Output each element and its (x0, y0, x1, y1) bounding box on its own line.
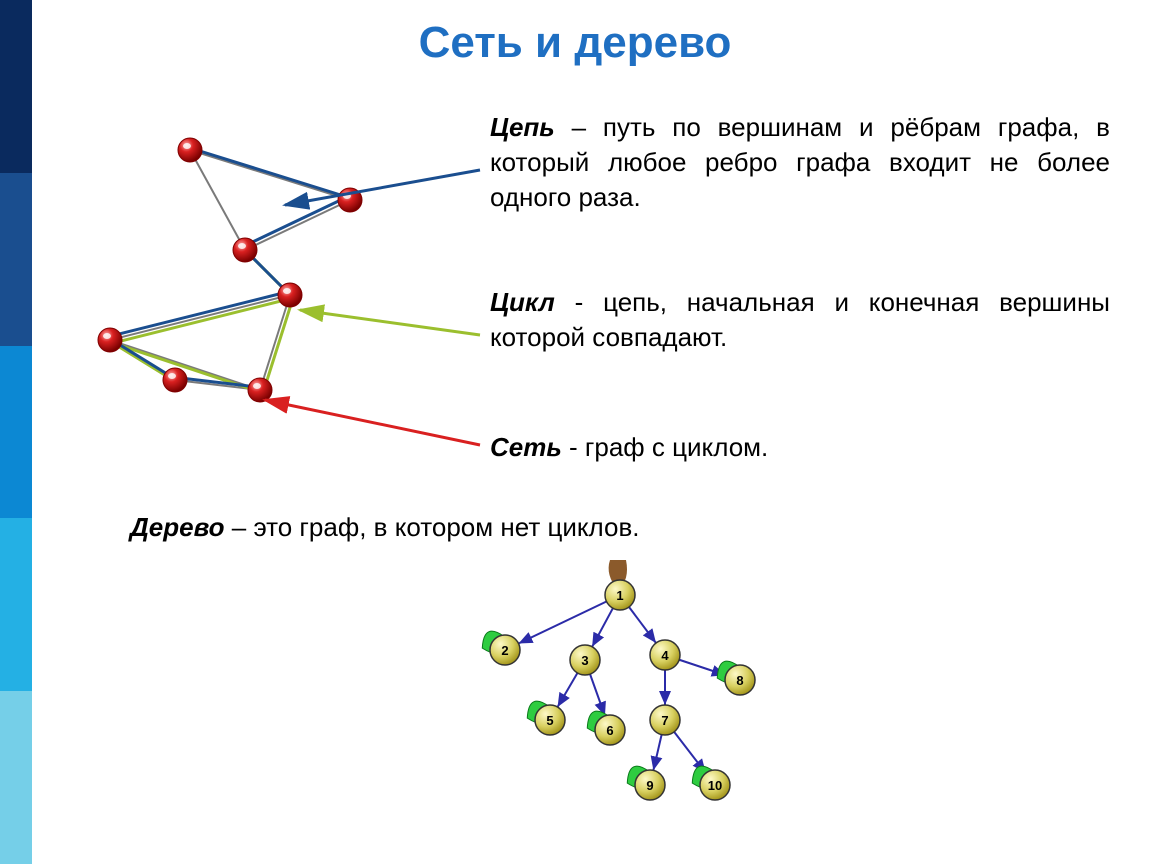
pointer-arrows (90, 110, 520, 470)
svg-text:8: 8 (736, 673, 743, 688)
term-tree: Дерево (130, 512, 225, 542)
text-cycle: - цепь, начальная и конечная вершины кот… (490, 287, 1110, 352)
text-net: - граф с циклом. (562, 432, 768, 462)
term-net: Сеть (490, 432, 562, 462)
svg-text:1: 1 (616, 588, 623, 603)
sidebar-accent (0, 0, 32, 864)
svg-text:2: 2 (501, 643, 508, 658)
term-cycle: Цикл (490, 287, 555, 317)
sidebar-seg-2 (0, 173, 32, 346)
def-cycle: Цикл - цепь, начальная и конечная вершин… (490, 285, 1110, 355)
sidebar-seg-3 (0, 346, 32, 519)
sidebar-seg-5 (0, 691, 32, 864)
tree-diagram: 1 2 3 4 5 6 7 8 9 10 (450, 560, 790, 820)
def-chain: Цепь – путь по вершинам и рёбрам графа, … (490, 110, 1110, 215)
svg-text:10: 10 (708, 778, 722, 793)
def-net: Сеть - граф с циклом. (490, 430, 1110, 465)
svg-text:4: 4 (661, 648, 669, 663)
sidebar-seg-1 (0, 0, 32, 173)
page-title: Сеть и дерево (0, 0, 1150, 78)
text-chain: – путь по вершинам и рёбрам графа, в кот… (490, 112, 1110, 212)
def-tree: Дерево – это граф, в котором нет циклов. (130, 510, 1110, 545)
text-tree: – это граф, в котором нет циклов. (225, 512, 640, 542)
term-chain: Цепь (490, 112, 555, 142)
svg-text:9: 9 (646, 778, 653, 793)
svg-text:6: 6 (606, 723, 613, 738)
svg-text:7: 7 (661, 713, 668, 728)
svg-text:3: 3 (581, 653, 588, 668)
sidebar-seg-4 (0, 518, 32, 691)
svg-text:5: 5 (546, 713, 553, 728)
